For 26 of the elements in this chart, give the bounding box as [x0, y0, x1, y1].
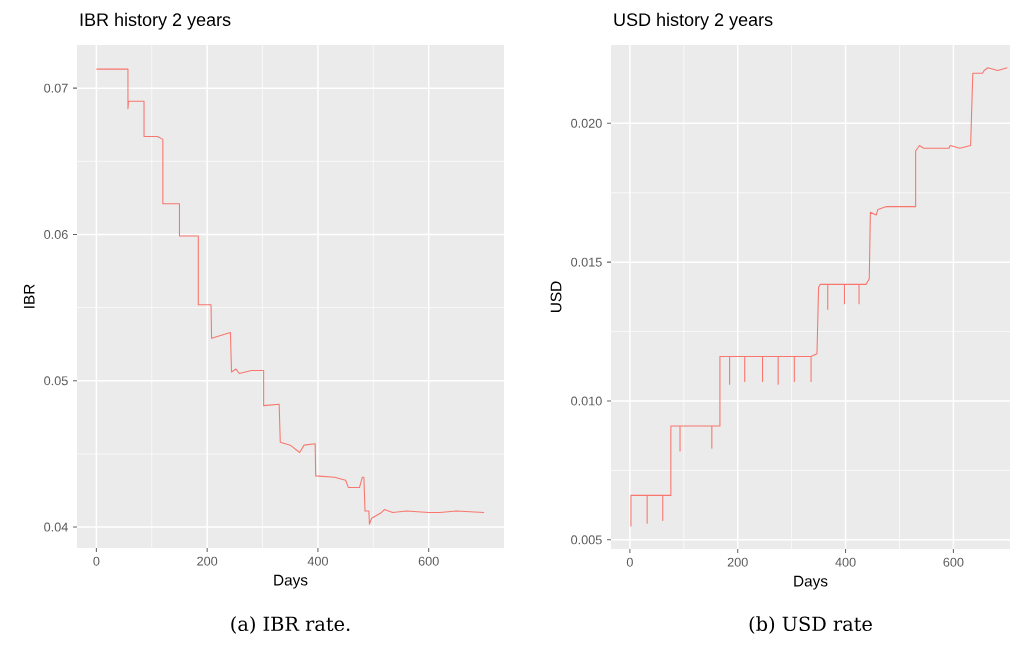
x-tick-label: 200	[197, 556, 218, 566]
x-tick-label: 600	[943, 557, 964, 567]
y-tick-label: 0.020	[571, 118, 602, 128]
x-tick-label: 400	[307, 556, 328, 566]
y-tick-label: 0.015	[571, 257, 602, 267]
x-tick-label: 600	[418, 556, 439, 566]
text: (a) IBR rate.	[231, 616, 350, 634]
y-tick-label: 0.04	[44, 522, 68, 532]
x-tick-label: 0	[93, 556, 100, 566]
y-tick-label: 0.005	[571, 535, 602, 545]
x-axis-title: Days	[274, 574, 308, 589]
x-tick-label: 200	[727, 557, 748, 567]
line-series	[630, 67, 1008, 528]
text: (b) USD rate	[749, 616, 872, 634]
y-axis-title: USD	[550, 281, 562, 312]
y-tick-label: 0.010	[571, 396, 602, 406]
line-series	[95, 68, 485, 525]
y-tick-label: 0.06	[44, 229, 68, 239]
x-axis-title: Days	[794, 575, 828, 590]
x-tick-label: 0	[626, 557, 633, 567]
chart-title: USD history 2 years	[614, 12, 773, 30]
y-axis-title: IBR	[23, 284, 35, 308]
y-tick-label: 0.05	[44, 376, 68, 386]
x-tick-label: 400	[835, 557, 856, 567]
y-tick-label: 0.07	[44, 83, 68, 93]
chart-title: IBR history 2 years	[80, 12, 231, 30]
